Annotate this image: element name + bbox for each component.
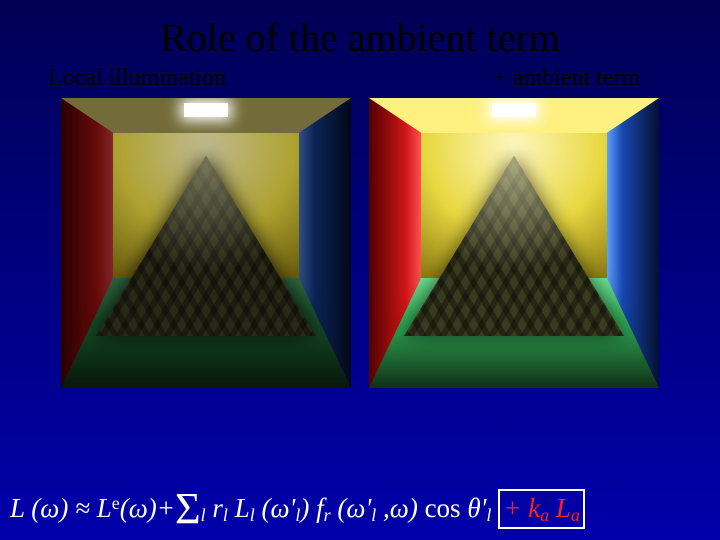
sym-plus2: + xyxy=(503,493,521,523)
sym-rl-sub: l xyxy=(223,505,228,525)
sym-Le-arg-close: ) xyxy=(148,493,157,523)
sym-Ll: L xyxy=(235,493,250,523)
sym-omega: ω xyxy=(40,493,59,523)
sym-open: ( xyxy=(31,493,40,523)
sym-L: L xyxy=(10,493,25,523)
sym-Ll-close: ) xyxy=(300,493,309,523)
sym-Ll-sub: l xyxy=(250,505,255,525)
sym-approx: ≈ xyxy=(75,493,90,523)
sym-fr-close: ) xyxy=(409,493,425,523)
sym-La-sub: a xyxy=(571,505,580,525)
sym-thetapl: θ' xyxy=(467,493,486,523)
scene-light xyxy=(184,103,228,117)
sym-cos: cos xyxy=(425,493,461,523)
sym-Le-arg: ( xyxy=(120,493,129,523)
scene-light xyxy=(492,103,536,117)
scene-pyramid xyxy=(96,156,316,336)
sym-omegapl2-sub: l xyxy=(371,505,376,525)
ambient-box: + ka La xyxy=(498,489,585,529)
sym-close: ) xyxy=(59,493,75,523)
slide-title: Role of the ambient term xyxy=(0,0,720,61)
sym-Le: L xyxy=(97,493,112,523)
sym-ka-sub: a xyxy=(540,505,549,525)
sym-omegapl2: ω' xyxy=(346,493,371,523)
sym-rl: r xyxy=(212,493,223,523)
sym-fr: f xyxy=(316,493,324,523)
label-local-illumination: Local illumination xyxy=(48,65,226,92)
image-labels-row: Local illumination + ambient term xyxy=(0,61,720,92)
render-with-ambient xyxy=(369,98,659,388)
sym-omegapl: ω' xyxy=(270,493,295,523)
sym-sigma-sub: l xyxy=(201,505,206,525)
sym-Le-sup: e xyxy=(112,493,120,513)
sym-sigma: Σ xyxy=(175,494,201,525)
sym-comma: , xyxy=(383,493,390,523)
sym-omega3: ω xyxy=(390,493,409,523)
image-row xyxy=(0,98,720,388)
sym-plus: + xyxy=(157,493,175,523)
scene-pyramid xyxy=(404,156,624,336)
sym-La: L xyxy=(556,493,571,523)
sym-ka: k xyxy=(528,493,540,523)
sym-fr-sub: r xyxy=(324,505,331,525)
sym-omega2: ω xyxy=(129,493,148,523)
render-local-illumination xyxy=(61,98,351,388)
sym-thetapl-sub: l xyxy=(486,505,491,525)
label-ambient-term: + ambient term xyxy=(493,65,640,92)
rendering-equation: L (ω) ≈ Le(ω)+Σl rl Ll (ω'l) fr (ω'l ,ω)… xyxy=(10,493,710,526)
